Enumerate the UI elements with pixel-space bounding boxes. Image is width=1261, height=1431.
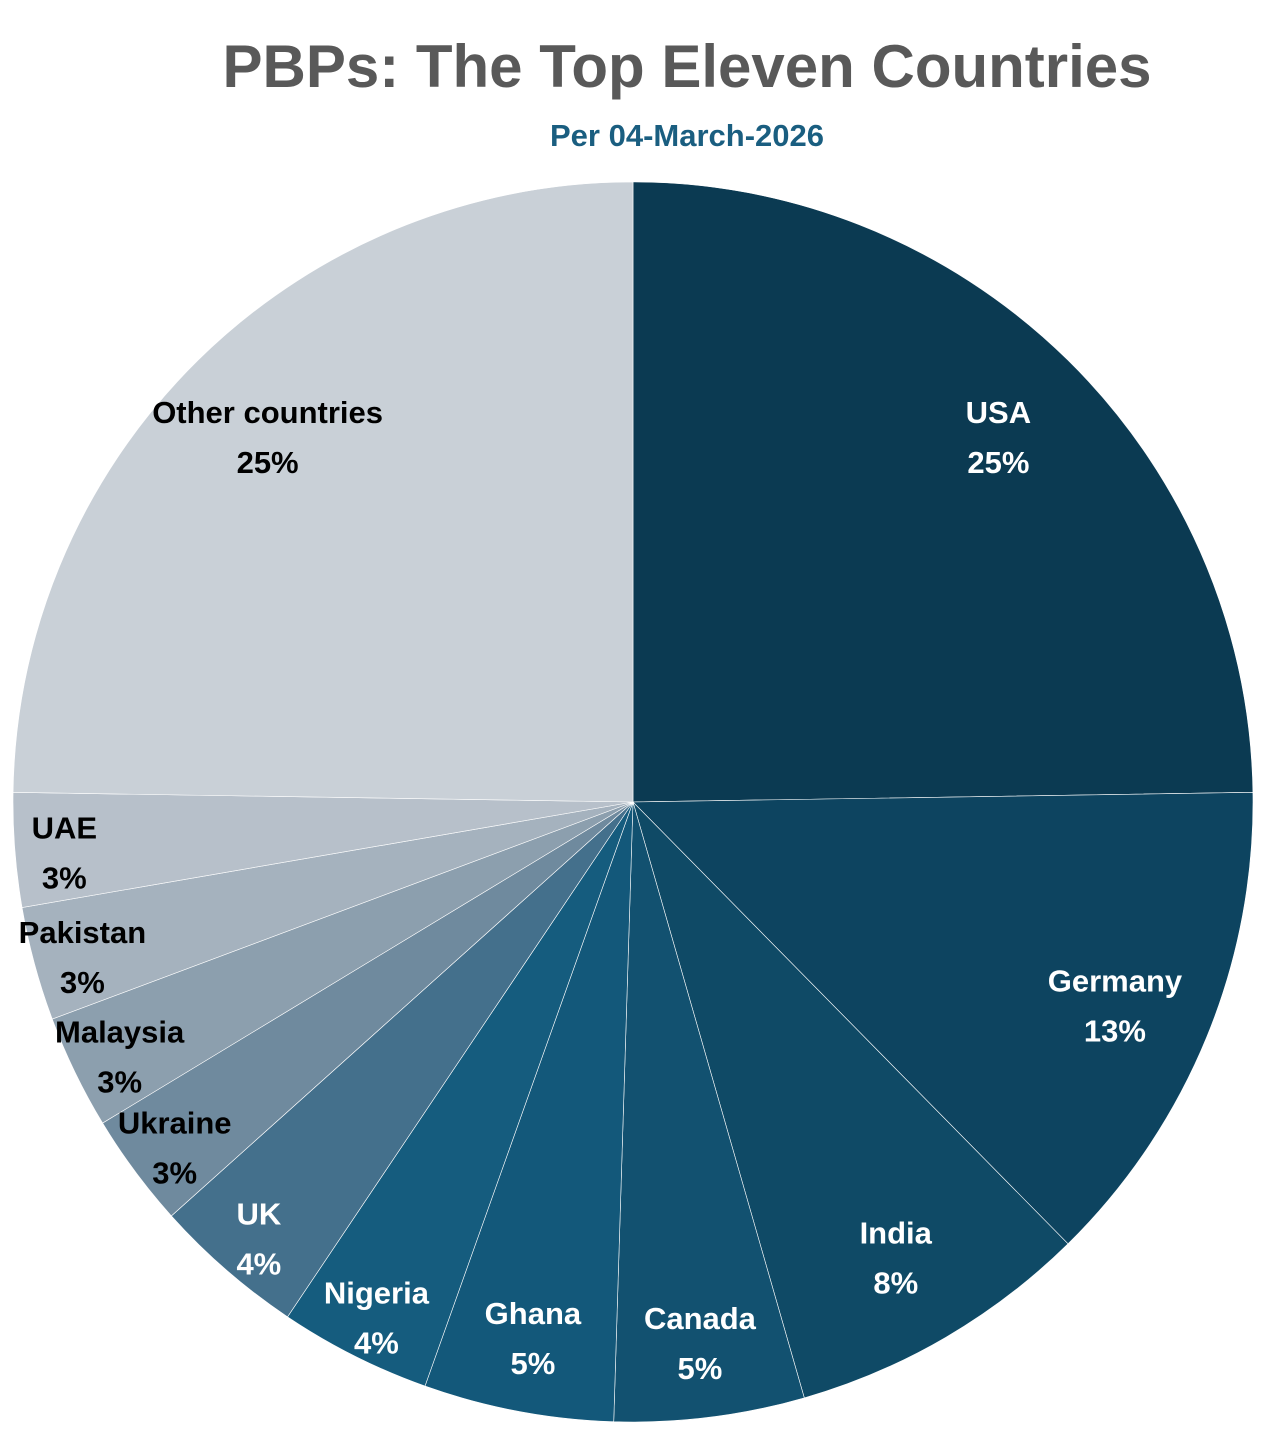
pie-slice-canada xyxy=(613,801,805,1423)
data-label: Nigeria 4% xyxy=(324,1275,430,1360)
data-label-category: USA xyxy=(966,395,1031,430)
data-label-percent: 25% xyxy=(237,445,299,480)
data-label-category: UK xyxy=(236,1197,281,1232)
data-label-percent: 5% xyxy=(678,1351,723,1386)
pie-slice-other-countries xyxy=(12,181,634,803)
data-label-category: Ghana xyxy=(485,1296,582,1331)
data-label-percent: 3% xyxy=(152,1156,197,1191)
data-label: Canada 5% xyxy=(644,1301,757,1386)
pie-slice-ghana xyxy=(424,801,634,1423)
pie-slice-usa xyxy=(632,181,1254,803)
data-label-percent: 8% xyxy=(873,1266,918,1301)
data-label-category: Germany xyxy=(1048,963,1183,998)
data-label: India 8% xyxy=(860,1216,933,1301)
data-label-category: Pakistan xyxy=(19,915,147,950)
data-label-category: Nigeria xyxy=(324,1275,430,1310)
data-label-percent: 5% xyxy=(511,1346,556,1381)
data-label-category: India xyxy=(860,1216,933,1251)
data-label: Ukraine 3% xyxy=(118,1106,232,1191)
pie-slice-india xyxy=(632,801,1069,1399)
data-label-percent: 4% xyxy=(354,1325,399,1360)
data-label-percent: 3% xyxy=(42,860,87,895)
data-label: Malaysia 3% xyxy=(55,1015,185,1100)
data-label: Ghana 5% xyxy=(485,1296,582,1381)
data-label: USA 25% xyxy=(966,395,1031,480)
data-label: UAE 3% xyxy=(32,810,97,895)
data-label-percent: 13% xyxy=(1084,1013,1146,1048)
data-label: Pakistan 3% xyxy=(19,915,147,1000)
data-label-category: Ukraine xyxy=(118,1106,232,1141)
data-label-percent: 3% xyxy=(60,965,105,1000)
data-label-category: Canada xyxy=(644,1301,757,1336)
data-label-percent: 4% xyxy=(236,1247,281,1282)
chart-subtitle: Per 04-March-2026 xyxy=(550,118,824,153)
data-label: UK 4% xyxy=(236,1197,281,1282)
chart-title: PBPs: The Top Eleven Countries xyxy=(222,33,1152,100)
data-label: Other countries 25% xyxy=(152,395,383,480)
data-label-category: UAE xyxy=(32,810,97,845)
data-label-category: Malaysia xyxy=(55,1015,185,1050)
data-label-percent: 3% xyxy=(97,1065,142,1100)
data-label: Germany 13% xyxy=(1048,963,1183,1048)
data-label-percent: 25% xyxy=(967,445,1029,480)
pie-slice-germany xyxy=(632,792,1254,1245)
data-label-category: Other countries xyxy=(152,395,383,430)
